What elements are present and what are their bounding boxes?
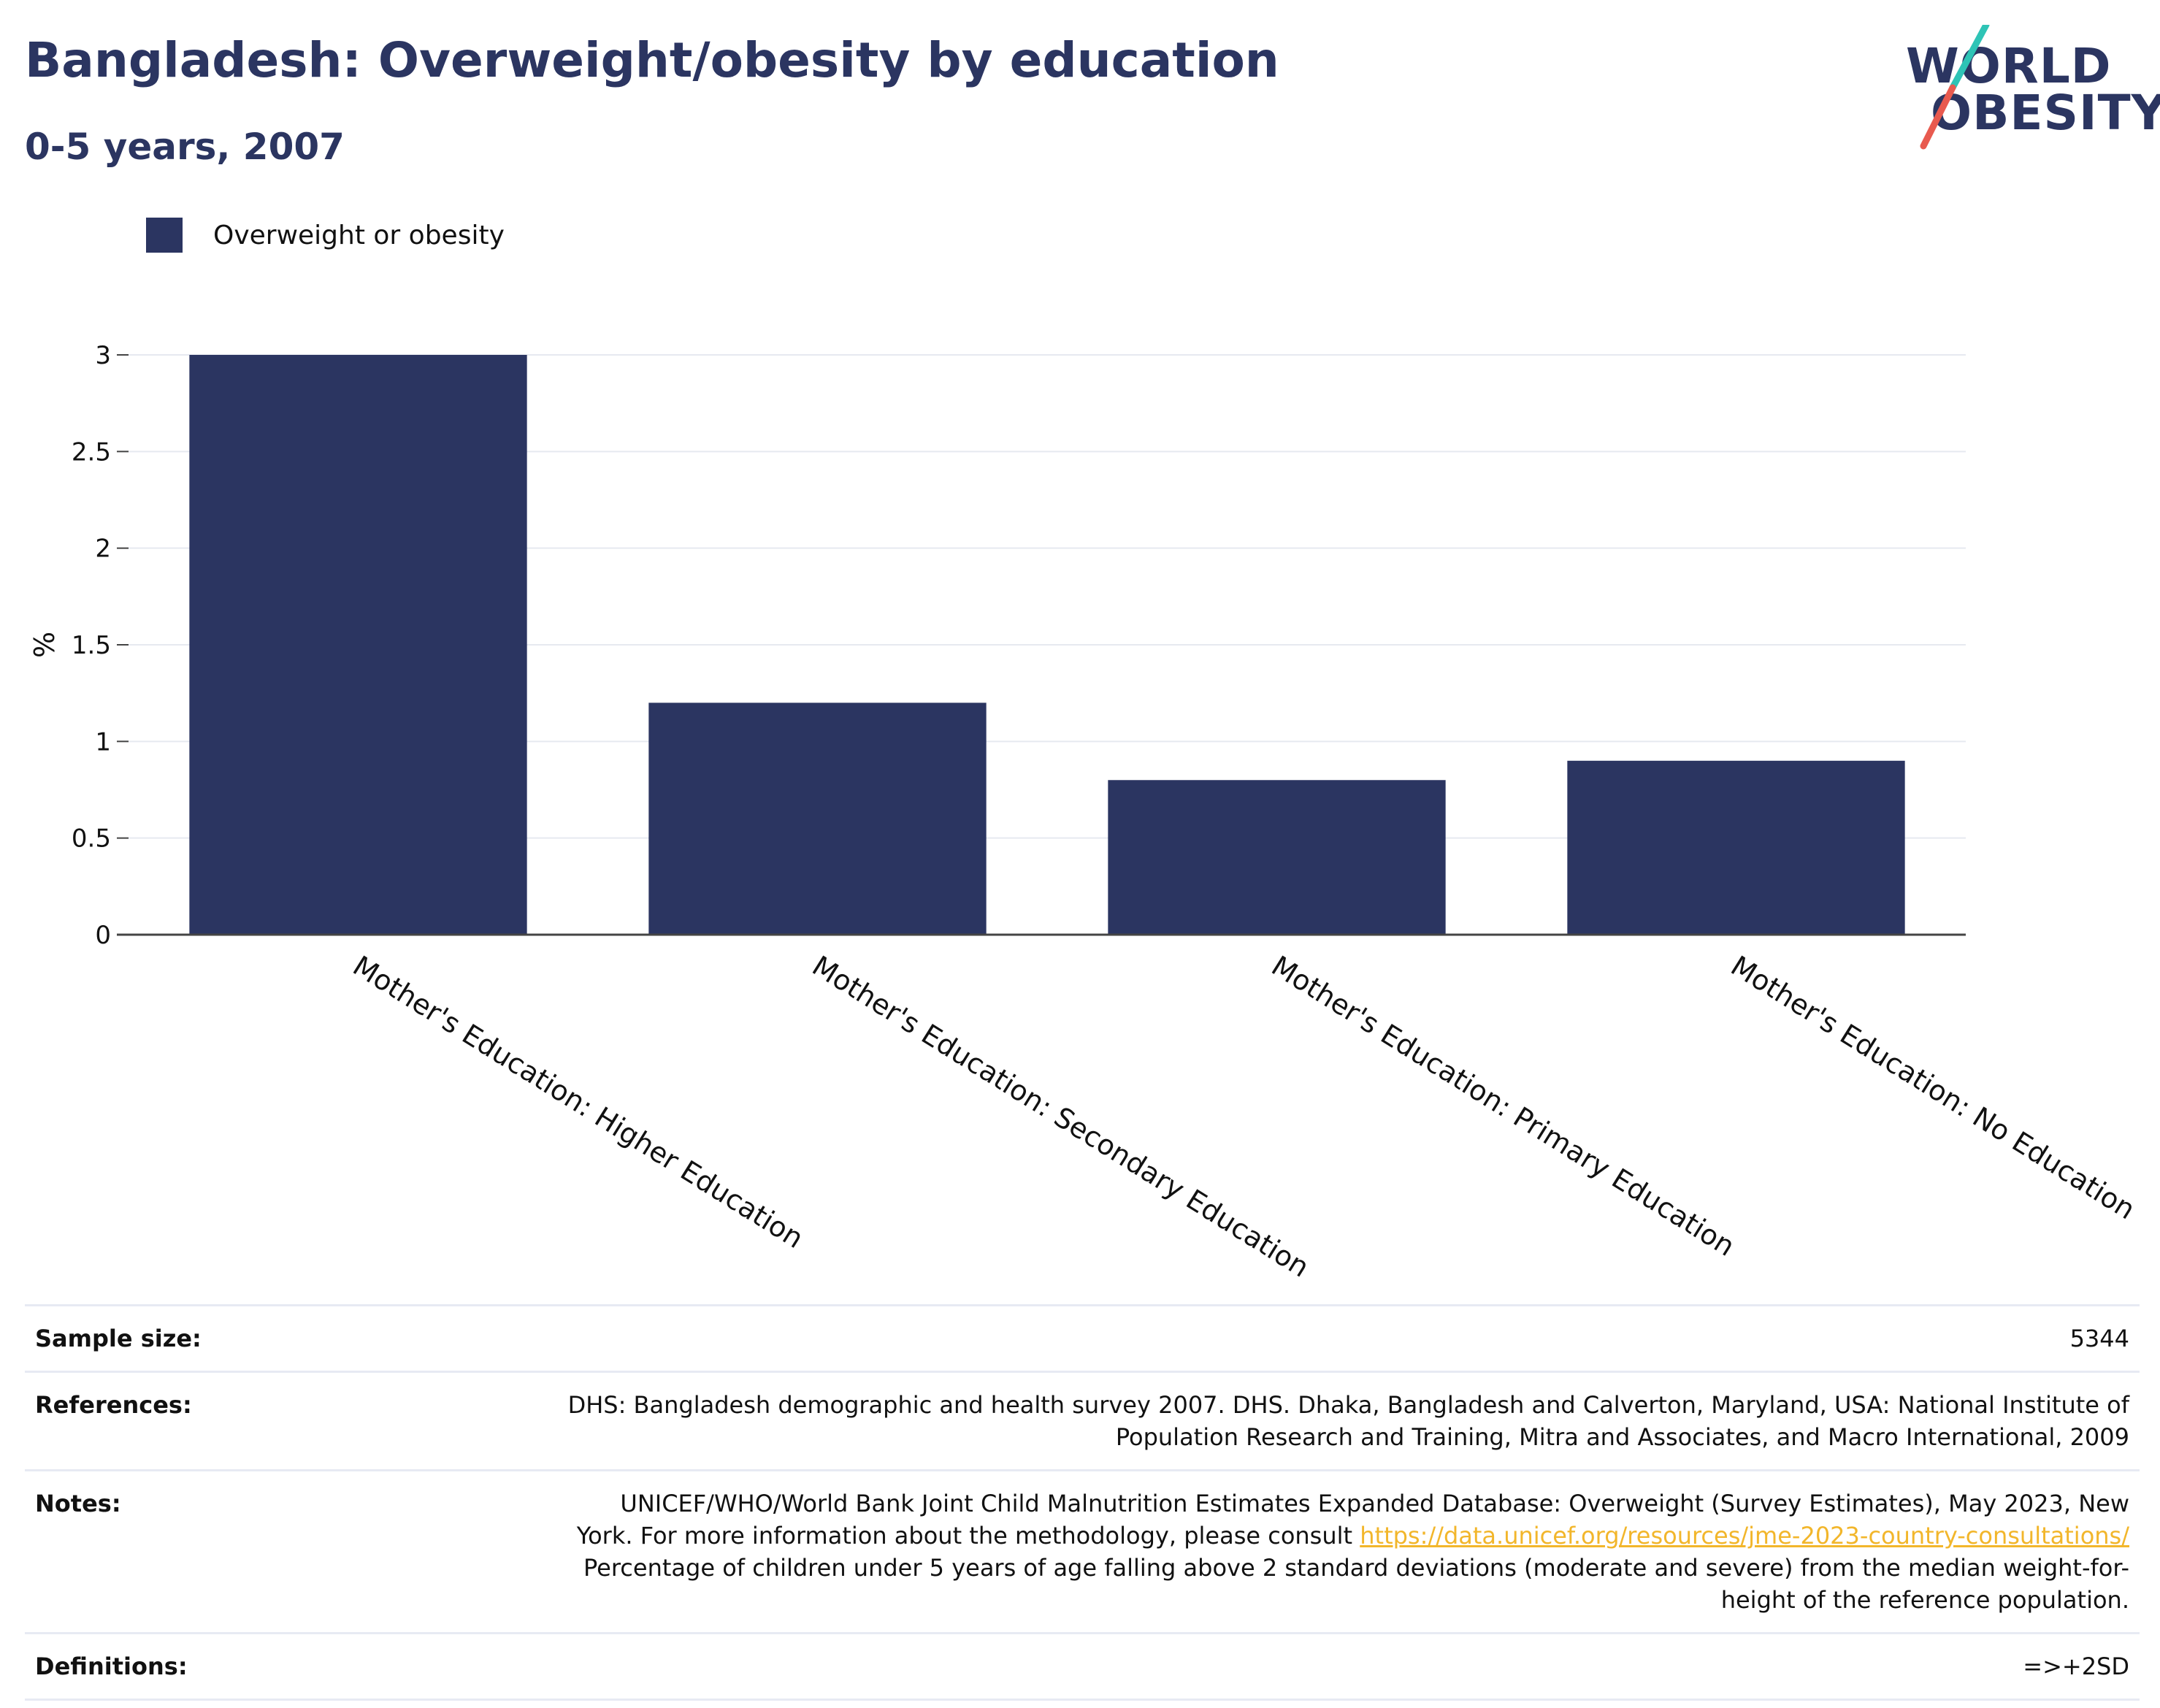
x-tick-label: Mother's Education: No Education [1726,949,2141,1225]
y-tick-label: 0.5 [72,824,111,854]
bar [189,355,527,935]
y-tick-label: 1 [95,727,111,757]
bar-chart: 0 0.5 1 1.5 2 2.5 3% Mother's Education: Higher… [28,341,2141,1284]
y-tick-label: 1.5 [72,631,111,660]
y-tick-label: 0 [95,921,111,950]
x-tick-label: Mother's Education: Secondary Education [807,949,1315,1283]
bar [1108,780,1446,935]
chart-legend: Overweight or obesity [146,216,505,254]
notes-row: Notes: UNICEF/WHO/World Bank Joint Child… [25,1469,2140,1634]
y-tick-label: 3 [95,341,111,370]
chart-title: Bangladesh: Overweight/obesity by educat… [25,32,1279,88]
y-tick-label: 2 [95,535,111,564]
definitions-label: Definitions: [25,1632,396,1701]
references-row: References: DHS: Bangladesh demographic … [25,1371,2140,1471]
references-label: References: [25,1371,396,1471]
sample-size-row: Sample size: 5344 [25,1304,2140,1372]
references-text-1: DHS: Bangladesh demographic and health s… [567,1391,2129,1419]
notes-text-2: York. For more information about the met… [576,1522,1353,1550]
notes-text-1: UNICEF/WHO/World Bank Joint Child Malnut… [620,1490,2129,1517]
chart-subtitle: 0-5 years, 2007 [25,126,345,168]
y-axis-label: % [28,632,61,658]
logo-slash-icon [1920,25,1990,150]
logo-word-obesity: OBESITY [1931,85,2160,141]
references-text-2: Population Research and Training, Mitra … [1115,1423,2129,1451]
notes-text-4: height of the reference population. [1720,1586,2129,1614]
definitions-row: Definitions: =>+2SD [25,1632,2140,1701]
info-table: Sample size: 5344 References: DHS: Bangl… [25,1304,2140,1701]
definitions-value: =>+2SD [396,1632,2140,1701]
legend-label: Overweight or obesity [213,220,505,250]
notes-methodology-link[interactable]: https://data.unicef.org/resources/jme-20… [1360,1522,2129,1550]
sample-size-value: 5344 [396,1304,2140,1372]
notes-value: UNICEF/WHO/World Bank Joint Child Malnut… [396,1469,2140,1634]
bar [648,702,987,935]
bar [1567,760,1905,935]
logo-word-world: WORLD [1906,38,2112,94]
references-value: DHS: Bangladesh demographic and health s… [396,1371,2140,1471]
world-obesity-logo: WORLD OBESITY [1906,25,2160,156]
legend-swatch [146,218,183,253]
y-tick-label: 2.5 [72,437,111,467]
sample-size-label: Sample size: [25,1304,396,1372]
notes-label: Notes: [25,1469,396,1634]
notes-text-3: Percentage of children under 5 years of … [583,1554,2129,1582]
x-tick-label: Mother's Education: Higher Education [348,949,809,1255]
x-tick-label: Mother's Education: Primary Education [1266,949,1741,1263]
